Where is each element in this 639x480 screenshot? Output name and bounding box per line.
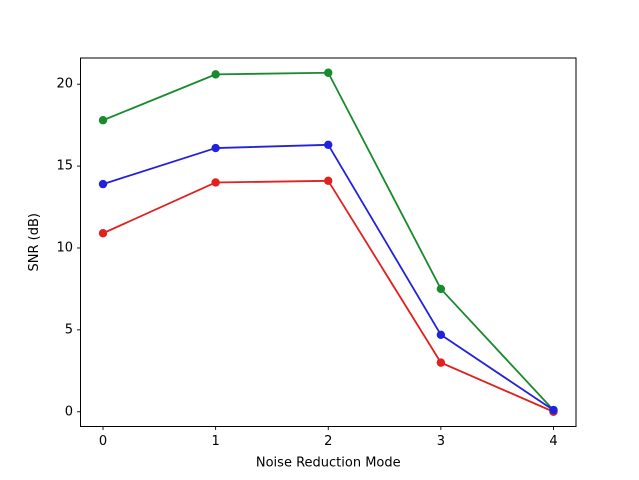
blue-series-marker xyxy=(211,143,220,153)
y-tick-label: 0 xyxy=(65,404,73,419)
y-axis-label: SNR (dB) xyxy=(27,213,42,271)
red-series-marker xyxy=(324,176,333,186)
blue-series-marker xyxy=(324,140,333,150)
red-series-marker xyxy=(98,229,108,238)
blue-series-marker xyxy=(436,330,446,339)
green-series-marker xyxy=(436,284,446,294)
x-tick-label: 2 xyxy=(324,434,332,449)
x-axis-label: Noise Reduction Mode xyxy=(256,456,401,471)
green-series-marker xyxy=(324,68,333,77)
x-tick-label: 1 xyxy=(211,434,219,449)
y-tick-label: 15 xyxy=(56,159,73,174)
red-series-marker xyxy=(436,358,446,367)
x-tick-label: 3 xyxy=(437,434,445,449)
green-series-marker xyxy=(211,70,220,79)
y-tick-label: 5 xyxy=(65,322,73,337)
blue-series-marker xyxy=(549,405,558,415)
red-series-marker xyxy=(211,178,220,187)
x-tick-label: 4 xyxy=(549,434,557,449)
blue-series-marker xyxy=(98,179,108,189)
green-series-marker xyxy=(98,116,108,125)
y-tick-label: 20 xyxy=(56,77,73,92)
y-tick-label: 10 xyxy=(56,240,73,255)
plot-border xyxy=(80,57,577,427)
x-tick-label: 0 xyxy=(99,434,107,449)
